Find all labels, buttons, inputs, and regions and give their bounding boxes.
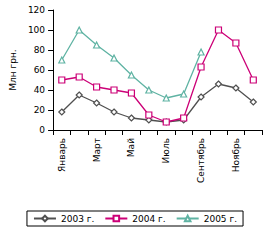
svg-text:Июль: Июль bbox=[161, 138, 171, 163]
svg-text:2005 г.: 2005 г. bbox=[204, 214, 237, 224]
svg-text:120: 120 bbox=[28, 5, 45, 15]
svg-text:0: 0 bbox=[39, 125, 45, 135]
svg-text:Май: Май bbox=[126, 138, 136, 157]
svg-text:60: 60 bbox=[34, 65, 46, 75]
svg-text:Январь: Январь bbox=[57, 138, 67, 172]
svg-text:2003 г.: 2003 г. bbox=[61, 214, 94, 224]
svg-text:Сентябрь: Сентябрь bbox=[196, 138, 206, 183]
svg-text:2004 г.: 2004 г. bbox=[132, 214, 165, 224]
svg-text:Млн грн.: Млн грн. bbox=[8, 49, 18, 90]
svg-text:20: 20 bbox=[34, 105, 46, 115]
svg-text:80: 80 bbox=[34, 45, 46, 55]
svg-text:100: 100 bbox=[28, 25, 45, 35]
svg-text:Ноябрь: Ноябрь bbox=[231, 138, 241, 172]
svg-text:40: 40 bbox=[34, 85, 46, 95]
svg-text:Март: Март bbox=[92, 138, 102, 162]
